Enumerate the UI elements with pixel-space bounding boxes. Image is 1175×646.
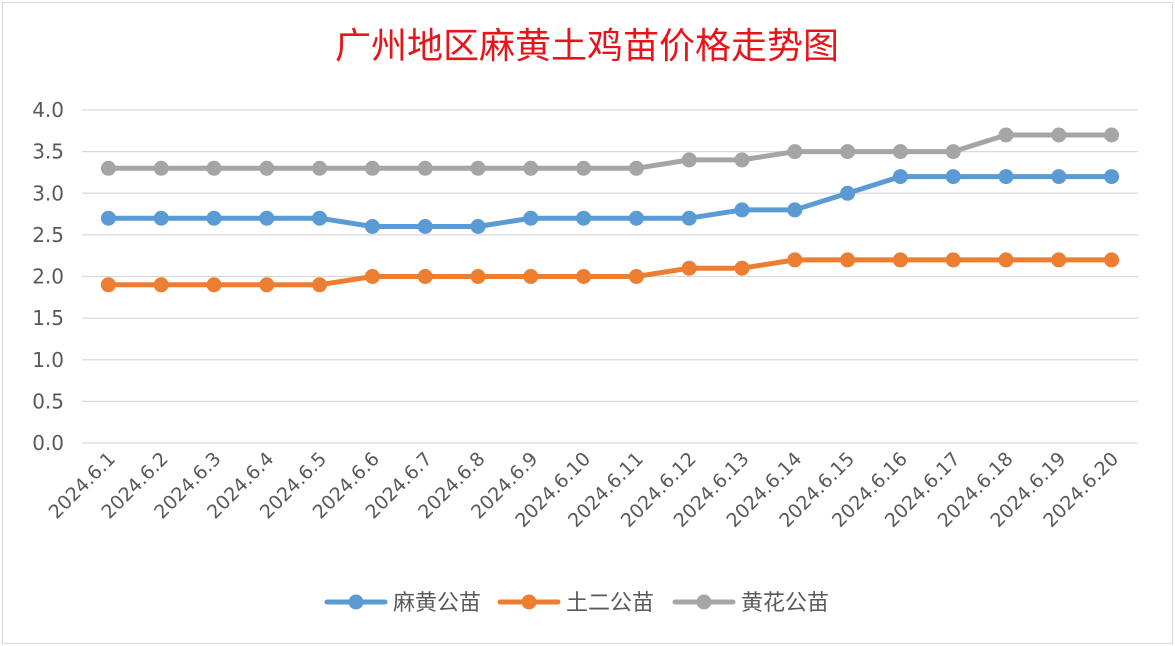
data-point [364,219,380,234]
data-point [945,144,961,160]
data-point [153,210,169,226]
y-tick-label: 2.5 [32,223,64,247]
legend-label: 土二公苗 [566,591,654,616]
data-point [1104,127,1120,143]
data-point [576,269,592,284]
data-point [417,160,433,176]
data-point [153,277,169,293]
y-tick-label: 0.5 [32,389,64,413]
data-point [206,210,222,226]
data-point [1104,252,1120,268]
x-axis-ticks: 2024.6.12024.6.22024.6.32024.6.42024.6.5… [45,448,1124,532]
series-line [105,257,1115,288]
data-point [734,260,750,276]
data-point [576,210,592,226]
data-point [945,169,961,185]
data-point [840,144,856,160]
data-point [417,219,433,234]
data-point [628,160,644,176]
data-point [998,169,1014,185]
data-point [840,185,856,201]
data-point [470,160,486,176]
data-point [998,127,1014,143]
data-point [312,277,328,293]
data-point [1051,127,1067,143]
data-point [259,160,275,176]
data-point [628,269,644,284]
data-point [417,269,433,284]
data-point [787,202,803,218]
data-point [523,210,539,226]
y-tick-label: 3.0 [32,181,64,205]
data-point [100,277,116,293]
data-point [787,144,803,160]
data-point [206,277,222,293]
data-point [470,269,486,284]
data-point [840,252,856,268]
data-point [364,160,380,176]
series-line [105,174,1115,229]
legend-marker [348,594,364,610]
data-point [206,160,222,176]
data-point [153,160,169,176]
data-point [787,252,803,268]
legend-label: 黄花公苗 [741,591,829,616]
legend-marker [521,594,537,610]
data-point [100,160,116,176]
y-tick-label: 2.0 [32,265,64,289]
y-tick-label: 0.0 [32,431,64,455]
data-point [523,269,539,284]
legend-marker [696,594,712,610]
data-point [1051,169,1067,185]
data-point [628,210,644,226]
data-point [945,252,961,268]
y-tick-label: 1.5 [32,306,64,330]
y-tick-label: 3.5 [32,140,64,164]
data-point [681,210,697,226]
y-tick-label: 4.0 [32,98,64,122]
data-point [312,210,328,226]
legend: 麻黄公苗 土二公苗 黄花公苗 [324,591,829,616]
data-point [681,152,697,168]
data-point [734,152,750,168]
series-lines [100,127,1120,293]
data-point [892,252,908,268]
data-point [892,169,908,185]
data-point [523,160,539,176]
y-tick-label: 1.0 [32,348,64,372]
data-point [998,252,1014,268]
data-point [1104,169,1120,185]
data-point [892,144,908,160]
legend-label: 麻黄公苗 [393,591,481,616]
data-point [470,219,486,234]
data-point [364,269,380,284]
data-point [681,260,697,276]
data-point [312,160,328,176]
series-line [105,132,1115,171]
data-point [259,277,275,293]
gridlines [82,109,1138,444]
data-point [576,160,592,176]
data-point [1051,252,1067,268]
y-axis-ticks: 0.0 0.5 1.0 1.5 2.0 2.5 3.0 3.5 4.0 [32,98,64,455]
data-point [100,210,116,226]
data-point [259,210,275,226]
data-point [734,202,750,218]
chart-title: 广州地区麻黄土鸡苗价格走势图 [335,26,839,67]
